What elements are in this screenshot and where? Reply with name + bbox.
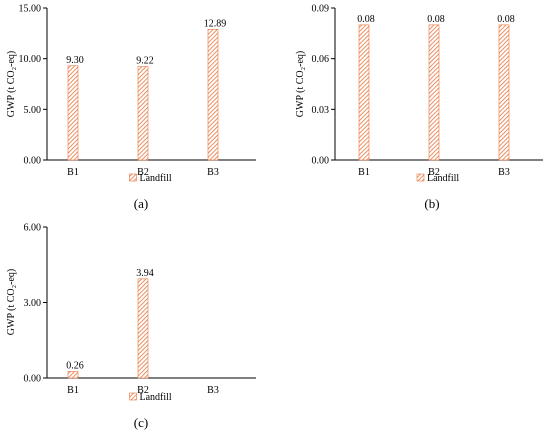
chart-a-ytick-label: 15.00: [19, 4, 42, 15]
chart-panel-b: 0.00 0.03 0.06 0.09 GWP (t CO₂-eq) 0.08 B1 0.08…: [295, 4, 543, 211]
chart-b-xtick-label-B3: B3: [498, 167, 510, 178]
chart-b-caption: (b): [424, 196, 439, 211]
chart-b-xtick-label-B2: B2: [428, 167, 440, 178]
chart-a-xtick-label-B1: B1: [67, 167, 79, 178]
chart-b-data-label-B1: 0.08: [357, 14, 375, 25]
chart-b-ylabel: GWP (t CO₂-eq): [295, 51, 306, 117]
chart-b-ytick-label: 0.00: [312, 156, 330, 167]
chart-b-legend-swatch: [416, 173, 425, 182]
chart-b-legend-label: Landfill: [427, 173, 459, 184]
chart-a-caption: (a): [134, 196, 148, 211]
chart-b-bar-B1: [358, 24, 370, 161]
chart-a-bar-B3: [207, 29, 219, 161]
chart-a-bar-B2: [137, 66, 149, 161]
chart-c-legend-label: Landfill: [140, 392, 172, 403]
chart-b-ytick-label: 0.06: [312, 54, 330, 65]
chart-a-data-label-B2: 9.22: [136, 56, 154, 67]
chart-b-bar-B2: [428, 24, 440, 161]
chart-a-data-label-B3: 12.89: [204, 18, 227, 29]
chart-c-xtick-label-B1: B1: [67, 385, 79, 396]
chart-c-bar-B1: [67, 371, 79, 379]
chart-b-xtick-label-B1: B1: [358, 167, 370, 178]
chart-a-ytick-label: 5.00: [24, 105, 42, 116]
chart-c-ytick-label: 3.00: [24, 298, 42, 309]
chart-a-ytick-label: 0.00: [24, 156, 42, 167]
chart-c-data-label-B1: 0.26: [66, 360, 84, 371]
chart-c-xtick-label-B3: B3: [207, 385, 219, 396]
chart-a-data-label-B1: 9.30: [66, 55, 84, 66]
chart-b-bar-B3: [498, 24, 510, 161]
chart-c-legend-swatch: [129, 392, 137, 401]
chart-a-legend-swatch: [129, 173, 137, 182]
chart-c-ylabel: GWP (t CO₂-eq): [6, 269, 17, 335]
chart-a-xtick-label-B2: B2: [137, 167, 149, 178]
chart-b-data-label-B2: 0.08: [427, 14, 445, 25]
chart-c-ytick-label: 0.00: [24, 374, 42, 385]
chart-a-ytick-label: 10.00: [19, 54, 42, 65]
chart-a-xtick-label-B3: B3: [207, 167, 219, 178]
chart-c-bar-B2: [137, 278, 149, 379]
chart-panel-a: 0.00 5.00 10.00 15.00 GWP (t CO₂-eq) 9.30 B1 9.…: [6, 4, 256, 211]
chart-b-data-label-B3: 0.08: [497, 14, 515, 25]
chart-a-bar-B1: [67, 65, 79, 161]
chart-c-data-label-B2: 3.94: [136, 268, 154, 279]
chart-c-ytick-label: 6.00: [24, 223, 42, 234]
chart-c-caption: (c): [134, 415, 148, 430]
chart-b-ytick-label: 0.09: [312, 4, 330, 15]
chart-a-legend-label: Landfill: [140, 173, 172, 184]
chart-b-ytick-label: 0.03: [312, 105, 330, 116]
chart-c-xtick-label-B2: B2: [137, 385, 149, 396]
chart-a-ylabel: GWP (t CO₂-eq): [6, 51, 17, 117]
chart-panel-c: 0.00 3.00 6.00 GWP (t CO₂-eq) 0.26 B1 3.94 B2 B3…: [6, 223, 256, 430]
